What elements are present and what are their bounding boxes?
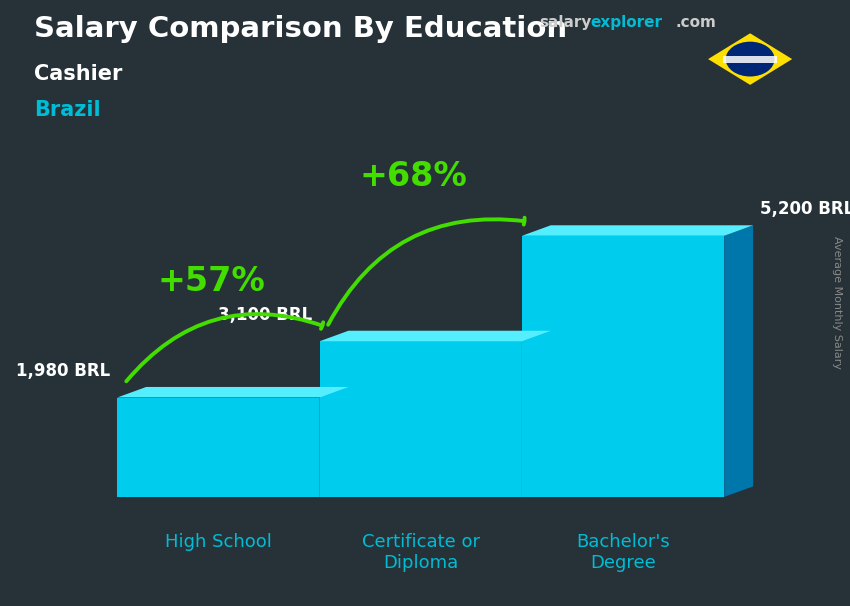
- Text: explorer: explorer: [591, 15, 663, 30]
- Circle shape: [726, 42, 774, 76]
- Text: salary: salary: [540, 15, 592, 30]
- Polygon shape: [724, 225, 753, 497]
- Text: Salary Comparison By Education: Salary Comparison By Education: [34, 15, 567, 43]
- Text: .com: .com: [676, 15, 717, 30]
- Text: +57%: +57%: [157, 265, 265, 298]
- Text: High School: High School: [165, 533, 272, 551]
- FancyBboxPatch shape: [522, 236, 724, 497]
- Text: Brazil: Brazil: [34, 100, 100, 120]
- Polygon shape: [522, 225, 753, 236]
- FancyBboxPatch shape: [320, 341, 522, 497]
- Text: Bachelor's
Degree: Bachelor's Degree: [576, 533, 670, 572]
- Polygon shape: [708, 33, 792, 85]
- Text: Average Monthly Salary: Average Monthly Salary: [832, 236, 842, 370]
- Polygon shape: [117, 387, 348, 398]
- Polygon shape: [320, 331, 551, 341]
- Text: Cashier: Cashier: [34, 64, 122, 84]
- Polygon shape: [320, 387, 348, 497]
- Polygon shape: [522, 331, 551, 497]
- Text: 3,100 BRL: 3,100 BRL: [218, 305, 312, 324]
- Text: Certificate or
Diploma: Certificate or Diploma: [362, 533, 479, 572]
- Text: 5,200 BRL: 5,200 BRL: [760, 200, 850, 218]
- FancyBboxPatch shape: [117, 398, 320, 497]
- Text: 1,980 BRL: 1,980 BRL: [16, 362, 110, 380]
- Text: +68%: +68%: [360, 159, 468, 193]
- FancyBboxPatch shape: [722, 56, 778, 62]
